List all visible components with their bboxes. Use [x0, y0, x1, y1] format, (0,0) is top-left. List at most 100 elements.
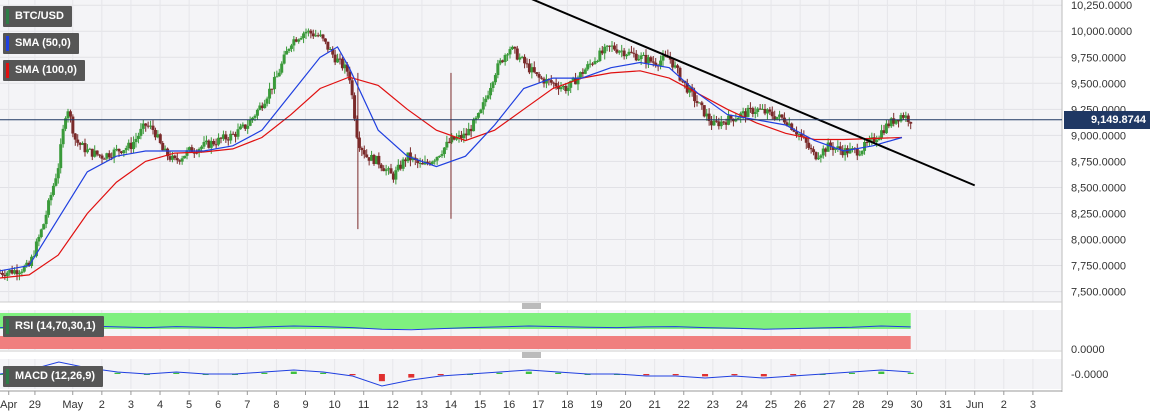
candle-body	[263, 103, 267, 109]
candle-body	[289, 45, 293, 49]
candle-body	[690, 87, 694, 92]
candle-body	[22, 266, 26, 272]
candle-body	[785, 122, 789, 126]
x-tick-label: 5	[186, 399, 192, 411]
rsi-legend[interactable]: RSI (14,70,30,1)	[3, 316, 104, 337]
candle-body	[399, 164, 403, 169]
candle-body	[693, 91, 697, 102]
candle-body	[440, 154, 444, 156]
candle-body	[287, 48, 291, 51]
candle-body	[901, 115, 905, 118]
candle-body	[797, 134, 801, 136]
x-tick-label: 29	[29, 399, 41, 411]
candle-body	[260, 105, 264, 109]
candle-body	[119, 151, 123, 154]
candle-body	[476, 113, 480, 118]
candle-body	[493, 75, 497, 83]
macd-histogram-bar	[232, 374, 239, 375]
candle-body	[115, 148, 119, 150]
candle-body	[661, 55, 665, 61]
x-tick-label: 9	[302, 399, 308, 411]
candle-body	[659, 60, 663, 66]
candle-body	[501, 60, 505, 62]
candle-body	[302, 33, 306, 38]
candle-body	[688, 87, 692, 93]
x-tick-label: 10	[328, 399, 340, 411]
candle-body	[591, 63, 595, 65]
candle-body	[246, 125, 250, 129]
candle-body	[78, 142, 82, 145]
macd-histogram-bar	[643, 374, 650, 376]
candle-body	[112, 149, 116, 158]
x-tick-label: 26	[794, 399, 806, 411]
rsi-swatch	[6, 319, 9, 334]
candle-body	[8, 269, 12, 273]
candle-body	[88, 148, 92, 150]
candle-body	[634, 53, 638, 61]
candle-body	[76, 139, 80, 143]
candle-body	[110, 157, 114, 159]
candle-body	[134, 138, 138, 143]
sma50-legend[interactable]: SMA (50,0)	[3, 33, 79, 54]
candle-body	[319, 34, 323, 36]
candle-body	[841, 149, 845, 156]
candle-body	[831, 146, 835, 151]
candle-body	[564, 85, 568, 92]
candle-body	[459, 135, 463, 139]
candle-body	[243, 124, 247, 129]
candle-body	[321, 34, 325, 39]
candle-body	[0, 272, 4, 275]
macd-histogram-bar	[790, 374, 797, 376]
candle-body	[510, 46, 514, 50]
rsi-oversold-zone	[0, 336, 911, 349]
candle-body	[816, 157, 820, 160]
candle-body	[314, 35, 318, 37]
candle-body	[780, 114, 784, 118]
symbol-legend[interactable]: BTC/USD	[3, 6, 72, 27]
candle-body	[569, 80, 573, 88]
candle-body	[904, 115, 908, 118]
candle-body	[316, 35, 320, 37]
candle-body	[141, 123, 145, 129]
candle-body	[804, 137, 808, 143]
candle-body	[442, 147, 446, 155]
candle-body	[462, 133, 466, 139]
candle-body	[778, 114, 782, 117]
candle-body	[875, 140, 879, 142]
x-tick-label: 19	[590, 399, 602, 411]
candle-body	[343, 64, 347, 69]
candle-body	[710, 121, 714, 126]
x-tick-label: 2	[1001, 399, 1007, 411]
candle-body	[280, 63, 284, 73]
candle-body	[105, 153, 109, 159]
candle-body	[445, 141, 449, 148]
candle-body	[139, 128, 143, 136]
candle-body	[506, 54, 510, 56]
candle-body	[763, 108, 767, 114]
candle-body	[146, 125, 150, 127]
x-tick-label: 20	[619, 399, 631, 411]
candle-body	[707, 113, 711, 122]
candle-body	[129, 142, 133, 150]
macd-legend[interactable]: MACD (12,26,9)	[3, 366, 104, 387]
candle-body	[374, 155, 378, 165]
candle-body	[457, 135, 461, 138]
sma100-legend[interactable]: SMA (100,0)	[3, 60, 85, 81]
candle-body	[481, 102, 485, 110]
candle-body	[812, 149, 816, 153]
candle-body	[705, 113, 709, 117]
candle-body	[559, 87, 563, 90]
x-tick-label: Jun	[966, 399, 984, 411]
x-tick-label: 14	[445, 399, 457, 411]
candle-body	[865, 141, 869, 143]
candle-body	[654, 62, 658, 66]
candle-body	[323, 38, 327, 42]
candle-body	[418, 163, 422, 165]
candle-body	[299, 37, 303, 40]
x-tick-label: 31	[939, 399, 951, 411]
candle-body	[161, 143, 165, 151]
candle-body	[238, 126, 242, 130]
candle-body	[394, 170, 398, 180]
x-tick-label: 27	[823, 399, 835, 411]
candle-body	[282, 54, 286, 64]
